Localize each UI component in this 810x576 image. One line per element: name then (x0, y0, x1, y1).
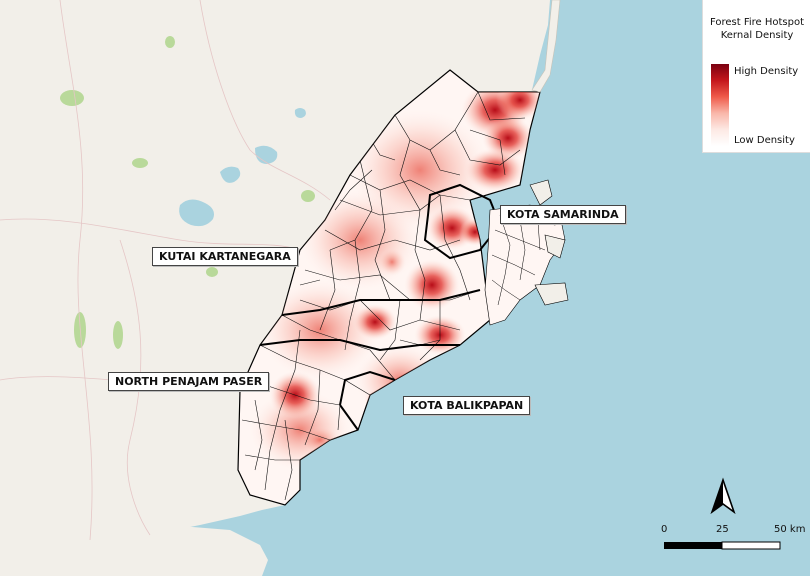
lakes (179, 108, 306, 227)
legend-title-line2: Kernal Density (720, 30, 794, 41)
legend: Forest Fire Hotspot Kernal Density High … (702, 0, 810, 153)
southern-coast (0, 526, 268, 576)
northern-coast-detail (531, 0, 561, 93)
hotspot (465, 148, 525, 192)
label-north-penajam-paser: NORTH PENAJAM PASER (108, 372, 270, 391)
north-arrow-icon (710, 477, 736, 515)
scale-tick-0: 0 (661, 524, 668, 535)
label-kutai-kartanegara: KUTAI KARTANEGARA (152, 247, 298, 266)
scale-bar (664, 541, 781, 550)
hotspot (378, 248, 406, 276)
legend-color-ramp (711, 64, 729, 146)
scale-tick-mid: 25 (716, 524, 729, 535)
district-boundaries (259, 183, 502, 431)
hotspot (353, 304, 397, 340)
scale-tick-end: 50 km (774, 524, 806, 535)
hotspot (404, 259, 460, 311)
label-kota-samarinda: KOTA SAMARINDA (500, 205, 626, 224)
road-network (0, 0, 331, 541)
delta-boundaries (491, 214, 546, 306)
legend-high-label: High Density (734, 66, 799, 77)
legend-low-label: Low Density (734, 135, 795, 146)
legend-title: Forest Fire Hotspot Kernal Density (703, 16, 810, 42)
label-kota-balikpapan: KOTA BALIKPAPAN (403, 396, 531, 415)
legend-title-line1: Forest Fire Hotspot (709, 17, 805, 28)
